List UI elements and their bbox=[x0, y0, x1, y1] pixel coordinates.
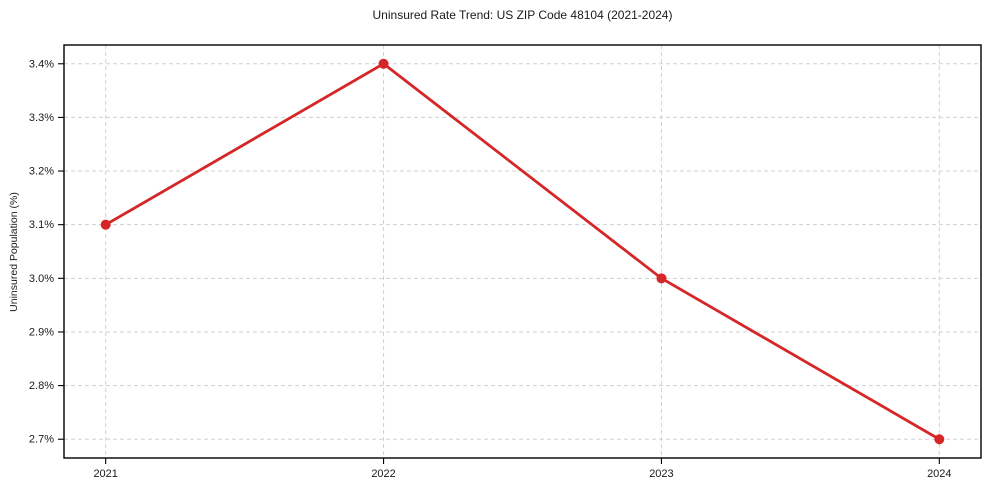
data-point-marker bbox=[656, 273, 667, 284]
trend-line bbox=[104, 62, 941, 441]
y-axis-label: Uninsured Population (%) bbox=[8, 192, 20, 312]
y-tick-label: 3.0% bbox=[29, 273, 54, 285]
y-tick-label: 2.8% bbox=[29, 380, 54, 392]
x-tick-label: 2023 bbox=[649, 468, 673, 480]
y-tick-label: 2.7% bbox=[29, 434, 54, 446]
chart-title: Uninsured Rate Trend: US ZIP Code 48104 … bbox=[372, 8, 673, 22]
x-tick-label: 2024 bbox=[927, 468, 951, 480]
y-tick-label: 3.3% bbox=[29, 112, 54, 124]
y-tick-label: 3.4% bbox=[29, 58, 54, 70]
y-tick-label: 3.2% bbox=[29, 166, 54, 178]
data-point-marker bbox=[100, 219, 111, 230]
data-point-marker bbox=[378, 58, 389, 69]
y-tick-label: 2.9% bbox=[29, 326, 54, 338]
data-point-marker bbox=[934, 434, 945, 445]
x-tick-label: 2022 bbox=[371, 468, 395, 480]
x-tick-label: 2021 bbox=[93, 468, 117, 480]
y-tick-label: 3.1% bbox=[29, 219, 54, 231]
plot-frame bbox=[63, 44, 982, 459]
